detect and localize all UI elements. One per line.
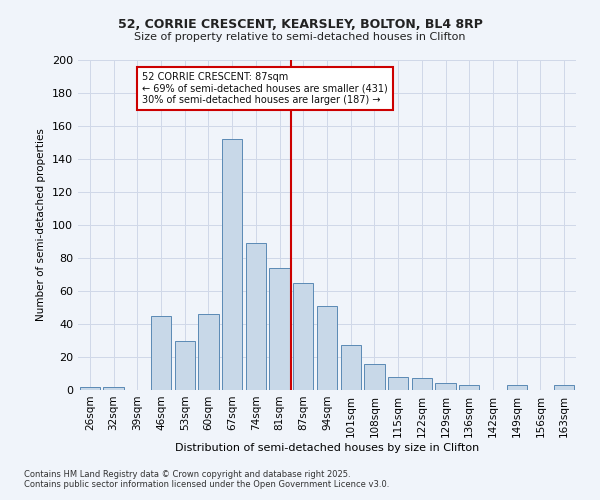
Bar [317, 306, 337, 390]
Bar [436, 384, 455, 390]
Bar [199, 314, 218, 390]
Bar [175, 340, 195, 390]
Text: Size of property relative to semi-detached houses in Clifton: Size of property relative to semi-detach… [134, 32, 466, 42]
Bar [459, 385, 479, 390]
Bar [222, 139, 242, 390]
X-axis label: Distribution of semi-detached houses by size in Clifton: Distribution of semi-detached houses by … [175, 442, 479, 452]
Bar [103, 386, 124, 390]
Bar [269, 268, 290, 390]
Text: 52, CORRIE CRESCENT, KEARSLEY, BOLTON, BL4 8RP: 52, CORRIE CRESCENT, KEARSLEY, BOLTON, B… [118, 18, 482, 30]
Text: 52 CORRIE CRESCENT: 87sqm
← 69% of semi-detached houses are smaller (431)
30% of: 52 CORRIE CRESCENT: 87sqm ← 69% of semi-… [142, 72, 388, 104]
Text: Contains HM Land Registry data © Crown copyright and database right 2025.
Contai: Contains HM Land Registry data © Crown c… [24, 470, 389, 489]
Bar [293, 283, 313, 390]
Bar [341, 346, 361, 390]
Bar [364, 364, 385, 390]
Bar [80, 386, 100, 390]
Bar [388, 377, 408, 390]
Bar [151, 316, 171, 390]
Bar [554, 385, 574, 390]
Bar [246, 243, 266, 390]
Y-axis label: Number of semi-detached properties: Number of semi-detached properties [37, 128, 46, 322]
Bar [412, 378, 432, 390]
Bar [506, 385, 527, 390]
